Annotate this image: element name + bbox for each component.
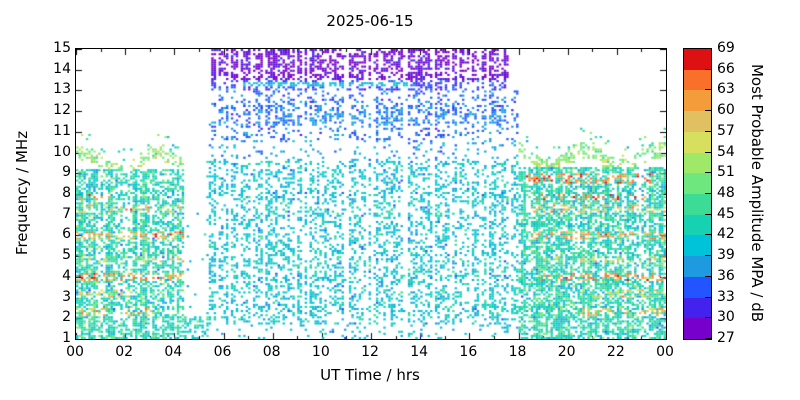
colorbar-tick-mark bbox=[705, 131, 711, 132]
colorbar-tick-label: 39 bbox=[717, 247, 735, 264]
y-tick-label: 9 bbox=[62, 164, 71, 181]
colorbar-tick-label: 51 bbox=[717, 164, 735, 181]
colorbar-tick-mark bbox=[705, 193, 711, 194]
x-tick-label: 08 bbox=[262, 344, 281, 360]
y-axis-label: Frequency / MHz bbox=[13, 130, 31, 256]
colorbar-tick-label: 69 bbox=[717, 40, 735, 56]
colorbar-segment bbox=[684, 172, 711, 194]
colorbar-tick-mark bbox=[705, 338, 711, 339]
colorbar-tick-label: 63 bbox=[717, 81, 735, 98]
colorbar-tick-mark bbox=[705, 255, 711, 256]
colorbar-tick-mark bbox=[705, 317, 711, 318]
colorbar-tick-label: 30 bbox=[717, 309, 735, 326]
colorbar-tick-label: 60 bbox=[717, 102, 735, 119]
colorbar-segment bbox=[684, 317, 711, 339]
colorbar-tick-mark bbox=[705, 110, 711, 111]
x-tick-label: 06 bbox=[213, 344, 232, 360]
x-tick-label: 10 bbox=[311, 344, 330, 360]
x-tick-label: 00 bbox=[656, 344, 674, 360]
colorbar-tick-label: 54 bbox=[717, 143, 735, 160]
colorbar-tick-mark bbox=[705, 214, 711, 215]
chart-title: 2025-06-15 bbox=[326, 12, 414, 30]
x-tick-label: 14 bbox=[410, 344, 429, 360]
colorbar-segment bbox=[684, 193, 711, 215]
plot-area bbox=[75, 48, 667, 340]
colorbar-segment bbox=[684, 131, 711, 153]
colorbar-tick-label: 33 bbox=[717, 288, 735, 305]
y-tick-label: 12 bbox=[53, 102, 71, 119]
colorbar-tick-mark bbox=[705, 48, 711, 49]
colorbar-tick-mark bbox=[705, 276, 711, 277]
colorbar-tick-mark bbox=[705, 172, 711, 173]
colorbar-tick-label: 36 bbox=[717, 267, 735, 284]
y-tick-label: 11 bbox=[53, 122, 71, 139]
colorbar-segment bbox=[684, 69, 711, 91]
colorbar-tick-label: 48 bbox=[717, 185, 735, 201]
colorbar-label: Most Probable Amplitude MPA / dB bbox=[748, 63, 766, 323]
colorbar-tick-label: 45 bbox=[717, 205, 735, 222]
colorbar-tick-mark bbox=[705, 234, 711, 235]
colorbar-tick-label: 66 bbox=[717, 60, 735, 77]
colorbar-segment bbox=[684, 214, 711, 236]
y-tick-label: 2 bbox=[62, 309, 71, 326]
colorbar-tick-label: 27 bbox=[717, 330, 735, 346]
colorbar-segment bbox=[684, 110, 711, 132]
x-tick-label: 16 bbox=[459, 344, 478, 360]
x-axis-label: UT Time / hrs bbox=[320, 366, 420, 384]
colorbar-tick-label: 42 bbox=[717, 226, 735, 243]
colorbar-segment bbox=[684, 234, 711, 257]
colorbar-tick-label: 57 bbox=[717, 122, 735, 139]
x-tick-label: 12 bbox=[361, 344, 379, 360]
x-tick-label: 18 bbox=[508, 344, 527, 360]
y-tick-label: 7 bbox=[62, 205, 71, 222]
x-tick-label: 00 bbox=[66, 344, 84, 360]
y-tick-label: 8 bbox=[62, 185, 71, 201]
x-tick-label: 20 bbox=[557, 344, 576, 360]
colorbar-tick-mark bbox=[705, 89, 711, 90]
y-tick-label: 3 bbox=[62, 288, 71, 305]
x-tick-label: 04 bbox=[164, 344, 183, 360]
colorbar-segment bbox=[684, 297, 711, 319]
colorbar-segment bbox=[684, 48, 711, 70]
colorbar-tick-mark bbox=[705, 69, 711, 70]
y-tick-label: 15 bbox=[53, 40, 71, 56]
y-tick-label: 1 bbox=[62, 330, 71, 346]
colorbar bbox=[683, 48, 712, 340]
colorbar-segment bbox=[684, 276, 711, 298]
y-tick-label: 13 bbox=[53, 81, 71, 98]
scatter-canvas bbox=[76, 49, 666, 339]
y-tick-label: 4 bbox=[62, 267, 71, 284]
colorbar-segment bbox=[684, 89, 711, 112]
colorbar-tick-mark bbox=[705, 297, 711, 298]
colorbar-segment bbox=[684, 152, 711, 174]
y-tick-label: 14 bbox=[53, 60, 71, 77]
y-tick-label: 6 bbox=[62, 226, 71, 243]
colorbar-tick-mark bbox=[705, 152, 711, 153]
x-tick-label: 22 bbox=[606, 344, 625, 360]
y-tick-label: 10 bbox=[53, 143, 71, 160]
x-tick-label: 02 bbox=[115, 344, 134, 360]
colorbar-segment bbox=[684, 255, 711, 277]
y-tick-label: 5 bbox=[62, 247, 71, 264]
